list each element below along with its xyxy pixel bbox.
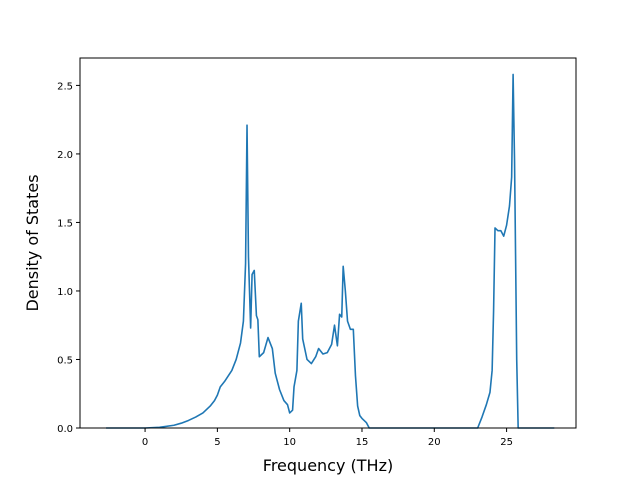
- x-tick-label: 15: [356, 437, 369, 448]
- y-tick-label: 2.5: [57, 81, 73, 92]
- y-tick-label: 0.5: [57, 355, 73, 366]
- y-tick-label: 1.5: [57, 218, 73, 229]
- x-tick-label: 5: [214, 437, 220, 448]
- y-axis-label: Density of States: [23, 174, 42, 311]
- x-tick-label: 20: [428, 437, 441, 448]
- y-tick-label: 1.0: [57, 287, 73, 298]
- plot-area: [106, 73, 555, 429]
- y-tick-label: 0.0: [57, 424, 73, 435]
- axes-frame: [79, 57, 577, 429]
- x-axis-ticks: 0 5 10 15 20 25: [142, 428, 513, 448]
- x-tick-label: 0: [142, 437, 148, 448]
- x-axis-label: Frequency (THz): [263, 456, 393, 475]
- x-tick-label: 10: [283, 437, 296, 448]
- x-tick-label: 25: [500, 437, 513, 448]
- y-axis-ticks: 0.0 0.5 1.0 1.5 2.0 2.5: [57, 81, 80, 435]
- y-tick-label: 2.0: [57, 150, 73, 161]
- dos-series-line-0: [106, 73, 555, 429]
